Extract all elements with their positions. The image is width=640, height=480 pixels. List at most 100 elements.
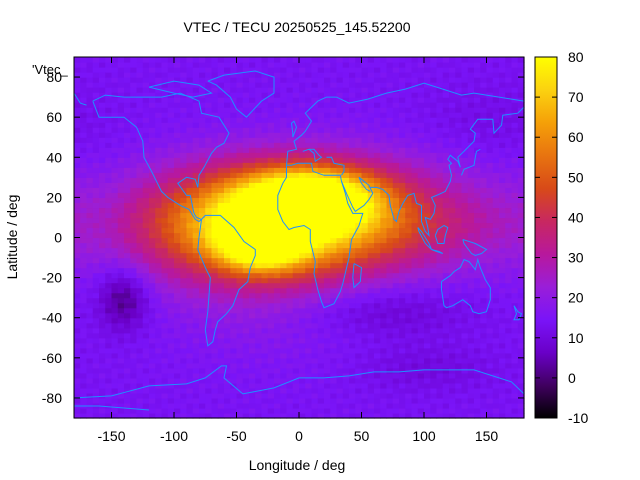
heatmap-cell xyxy=(411,122,419,128)
heatmap-cell xyxy=(236,152,244,158)
heatmap-cell xyxy=(167,352,175,359)
heatmap-cell xyxy=(392,332,400,339)
heatmap-cell xyxy=(380,347,388,354)
heatmap-cell xyxy=(142,57,150,63)
heatmap-cell xyxy=(149,247,156,254)
heatmap-cell xyxy=(499,327,506,334)
heatmap-cell xyxy=(455,317,463,324)
heatmap-cell xyxy=(105,412,113,419)
heatmap-cell xyxy=(486,262,494,269)
heatmap-cell xyxy=(474,337,481,344)
heatmap-cell xyxy=(349,322,356,329)
heatmap-cell xyxy=(161,247,169,254)
heatmap-cell xyxy=(117,332,125,339)
heatmap-cell xyxy=(474,312,481,319)
heatmap-cell xyxy=(305,137,313,143)
heatmap-cell xyxy=(417,192,425,198)
heatmap-cell xyxy=(355,77,363,83)
heatmap-cell xyxy=(474,102,481,108)
heatmap-cell xyxy=(374,127,381,133)
heatmap-cell xyxy=(105,322,113,329)
heatmap-cell xyxy=(224,367,231,374)
heatmap-cell xyxy=(342,142,350,148)
heatmap-cell xyxy=(199,327,206,334)
heatmap-cell xyxy=(442,112,450,118)
heatmap-cell xyxy=(467,327,475,334)
heatmap-cell xyxy=(111,372,119,379)
heatmap-cell xyxy=(474,217,481,224)
heatmap-cell xyxy=(161,317,169,324)
heatmap-cell xyxy=(199,282,206,289)
heatmap-cell xyxy=(274,232,281,239)
heatmap-cell xyxy=(430,237,438,244)
heatmap-cell xyxy=(461,152,469,158)
heatmap-cell xyxy=(399,282,406,289)
heatmap-cell xyxy=(317,132,325,138)
heatmap-cell xyxy=(349,142,356,148)
heatmap-cell xyxy=(380,297,388,304)
heatmap-cell xyxy=(99,322,106,329)
heatmap-cell xyxy=(386,137,394,143)
heatmap-cell xyxy=(424,352,431,359)
heatmap-cell xyxy=(367,207,375,214)
heatmap-cell xyxy=(361,357,369,364)
heatmap-cell xyxy=(374,107,381,113)
heatmap-cell xyxy=(142,137,150,143)
heatmap-cell xyxy=(461,97,469,103)
heatmap-cell xyxy=(399,162,406,168)
heatmap-cell xyxy=(480,232,488,239)
heatmap-cell xyxy=(480,332,488,339)
heatmap-cell xyxy=(292,377,300,384)
heatmap-cell xyxy=(380,162,388,168)
heatmap-cell xyxy=(230,287,238,294)
heatmap-cell xyxy=(355,292,363,299)
heatmap-cell xyxy=(186,297,194,304)
heatmap-cell xyxy=(186,237,194,244)
heatmap-cell xyxy=(249,282,256,289)
heatmap-cell xyxy=(174,237,181,244)
heatmap-cell xyxy=(117,267,125,274)
heatmap-cell xyxy=(424,292,431,299)
heatmap-cell xyxy=(249,97,256,103)
heatmap-cell xyxy=(480,107,488,113)
heatmap-cell xyxy=(186,342,194,349)
heatmap-cell xyxy=(136,102,144,108)
heatmap-cell xyxy=(380,367,388,374)
heatmap-cell xyxy=(224,172,231,178)
heatmap-cell xyxy=(424,337,431,344)
heatmap-cell xyxy=(499,322,506,329)
heatmap-cell xyxy=(80,302,88,309)
heatmap-cell xyxy=(442,352,450,359)
heatmap-cell xyxy=(461,317,469,324)
heatmap-cell xyxy=(99,282,106,289)
heatmap-cell xyxy=(311,342,319,349)
heatmap-cell xyxy=(255,362,263,369)
heatmap-cell xyxy=(230,62,238,68)
heatmap-cell xyxy=(324,77,331,83)
heatmap-cell xyxy=(336,392,344,399)
heatmap-cell xyxy=(167,302,175,309)
heatmap-cell xyxy=(486,182,494,188)
heatmap-cell xyxy=(230,297,238,304)
heatmap-cell xyxy=(86,107,94,113)
heatmap-cell xyxy=(286,312,294,319)
heatmap-cell xyxy=(155,132,163,138)
heatmap-cell xyxy=(186,312,194,319)
heatmap-cell xyxy=(149,402,156,409)
heatmap-cell xyxy=(80,107,88,113)
heatmap-cell xyxy=(342,362,350,369)
heatmap-cell xyxy=(130,217,138,224)
heatmap-cell xyxy=(130,397,138,404)
heatmap-cell xyxy=(274,97,281,103)
heatmap-cell xyxy=(380,92,388,98)
heatmap-cell xyxy=(249,412,256,419)
heatmap-cell xyxy=(142,407,150,414)
heatmap-cell xyxy=(361,382,369,389)
heatmap-cell xyxy=(486,77,494,83)
heatmap-cell xyxy=(424,267,431,274)
heatmap-cell xyxy=(86,297,94,304)
heatmap-cell xyxy=(480,402,488,409)
heatmap-cell xyxy=(492,292,500,299)
heatmap-cell xyxy=(449,107,456,113)
heatmap-cell xyxy=(236,307,244,314)
